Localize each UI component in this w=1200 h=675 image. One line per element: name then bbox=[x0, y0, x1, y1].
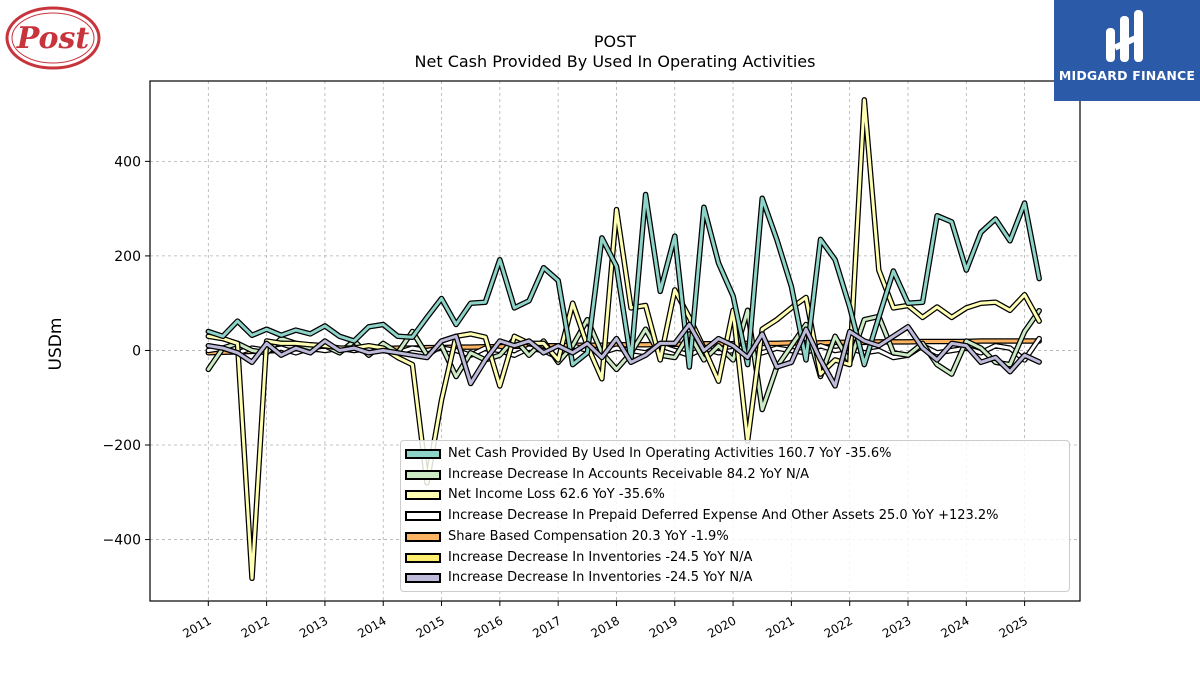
series-line bbox=[206, 193, 1041, 369]
legend-swatch bbox=[405, 531, 441, 542]
y-tick-label: 400 bbox=[114, 154, 141, 170]
legend-label: Increase Decrease In Inventories -24.5 Y… bbox=[448, 570, 753, 586]
y-axis-label: USDm bbox=[46, 317, 66, 371]
legend-swatch bbox=[405, 552, 441, 563]
x-tick-label: 2012 bbox=[239, 613, 272, 640]
post-logo: Post bbox=[4, 4, 102, 72]
legend-swatch bbox=[405, 573, 441, 584]
legend-label: Net Income Loss 62.6 YoY -35.6% bbox=[448, 487, 665, 503]
legend-swatch bbox=[405, 449, 441, 459]
series-layer bbox=[205, 97, 1042, 582]
y-axis: −400 −200 0 200 400 bbox=[103, 154, 150, 549]
y-tick-label: 0 bbox=[132, 343, 141, 359]
x-tick-label: 2025 bbox=[997, 613, 1030, 640]
x-tick-label: 2015 bbox=[414, 613, 447, 640]
legend-swatch bbox=[405, 469, 441, 480]
midgard-finance-logo: MIDGARD FINANCE bbox=[1054, 0, 1200, 101]
midgard-emblem-icon bbox=[1106, 10, 1143, 62]
x-tick-label: 2020 bbox=[705, 613, 738, 640]
x-tick-label: 2019 bbox=[647, 613, 680, 640]
y-tick-label: −400 bbox=[103, 533, 141, 549]
x-tick-label: 2022 bbox=[822, 613, 855, 640]
legend-label: Share Based Compensation 20.3 YoY -1.9% bbox=[448, 528, 729, 544]
legend-swatch bbox=[405, 511, 441, 522]
post-logo-ring bbox=[5, 6, 101, 70]
plot-frame bbox=[149, 80, 1081, 602]
x-tick-label: 2024 bbox=[938, 613, 971, 640]
x-tick-label: 2016 bbox=[472, 613, 505, 640]
x-axis: 2011 2012 2013 2014 2015 2016 2017 2018 2019 2020… bbox=[180, 601, 1030, 641]
series-line bbox=[206, 323, 1041, 388]
x-tick-label: 2013 bbox=[297, 613, 330, 640]
chart-subtitle: Net Cash Provided By Used In Operating A… bbox=[414, 52, 816, 71]
x-tick-label: 2014 bbox=[355, 613, 388, 640]
y-tick-label: −200 bbox=[103, 438, 141, 454]
legend: Net Cash Provided By Used In Operating A… bbox=[400, 440, 1070, 592]
legend-label: Increase Decrease In Inventories -24.5 Y… bbox=[448, 549, 753, 565]
x-tick-label: 2023 bbox=[880, 613, 913, 640]
legend-label: Net Cash Provided By Used In Operating A… bbox=[448, 446, 892, 461]
midgard-finance-text: MIDGARD FINANCE bbox=[1058, 68, 1196, 83]
post-logo-inner-ring bbox=[11, 12, 95, 64]
legend-swatch bbox=[405, 490, 441, 501]
legend-label: Increase Decrease In Prepaid Deferred Ex… bbox=[448, 508, 999, 524]
x-tick-label: 2017 bbox=[530, 613, 563, 640]
x-tick-label: 2021 bbox=[763, 613, 796, 640]
x-tick-label: 2018 bbox=[589, 613, 622, 640]
post-logo-text: Post bbox=[16, 21, 90, 56]
chart-title: POST bbox=[593, 32, 637, 51]
y-tick-label: 200 bbox=[114, 249, 141, 265]
x-tick-label: 2011 bbox=[180, 613, 213, 640]
legend-label: Increase Decrease In Accounts Receivable… bbox=[448, 466, 810, 482]
